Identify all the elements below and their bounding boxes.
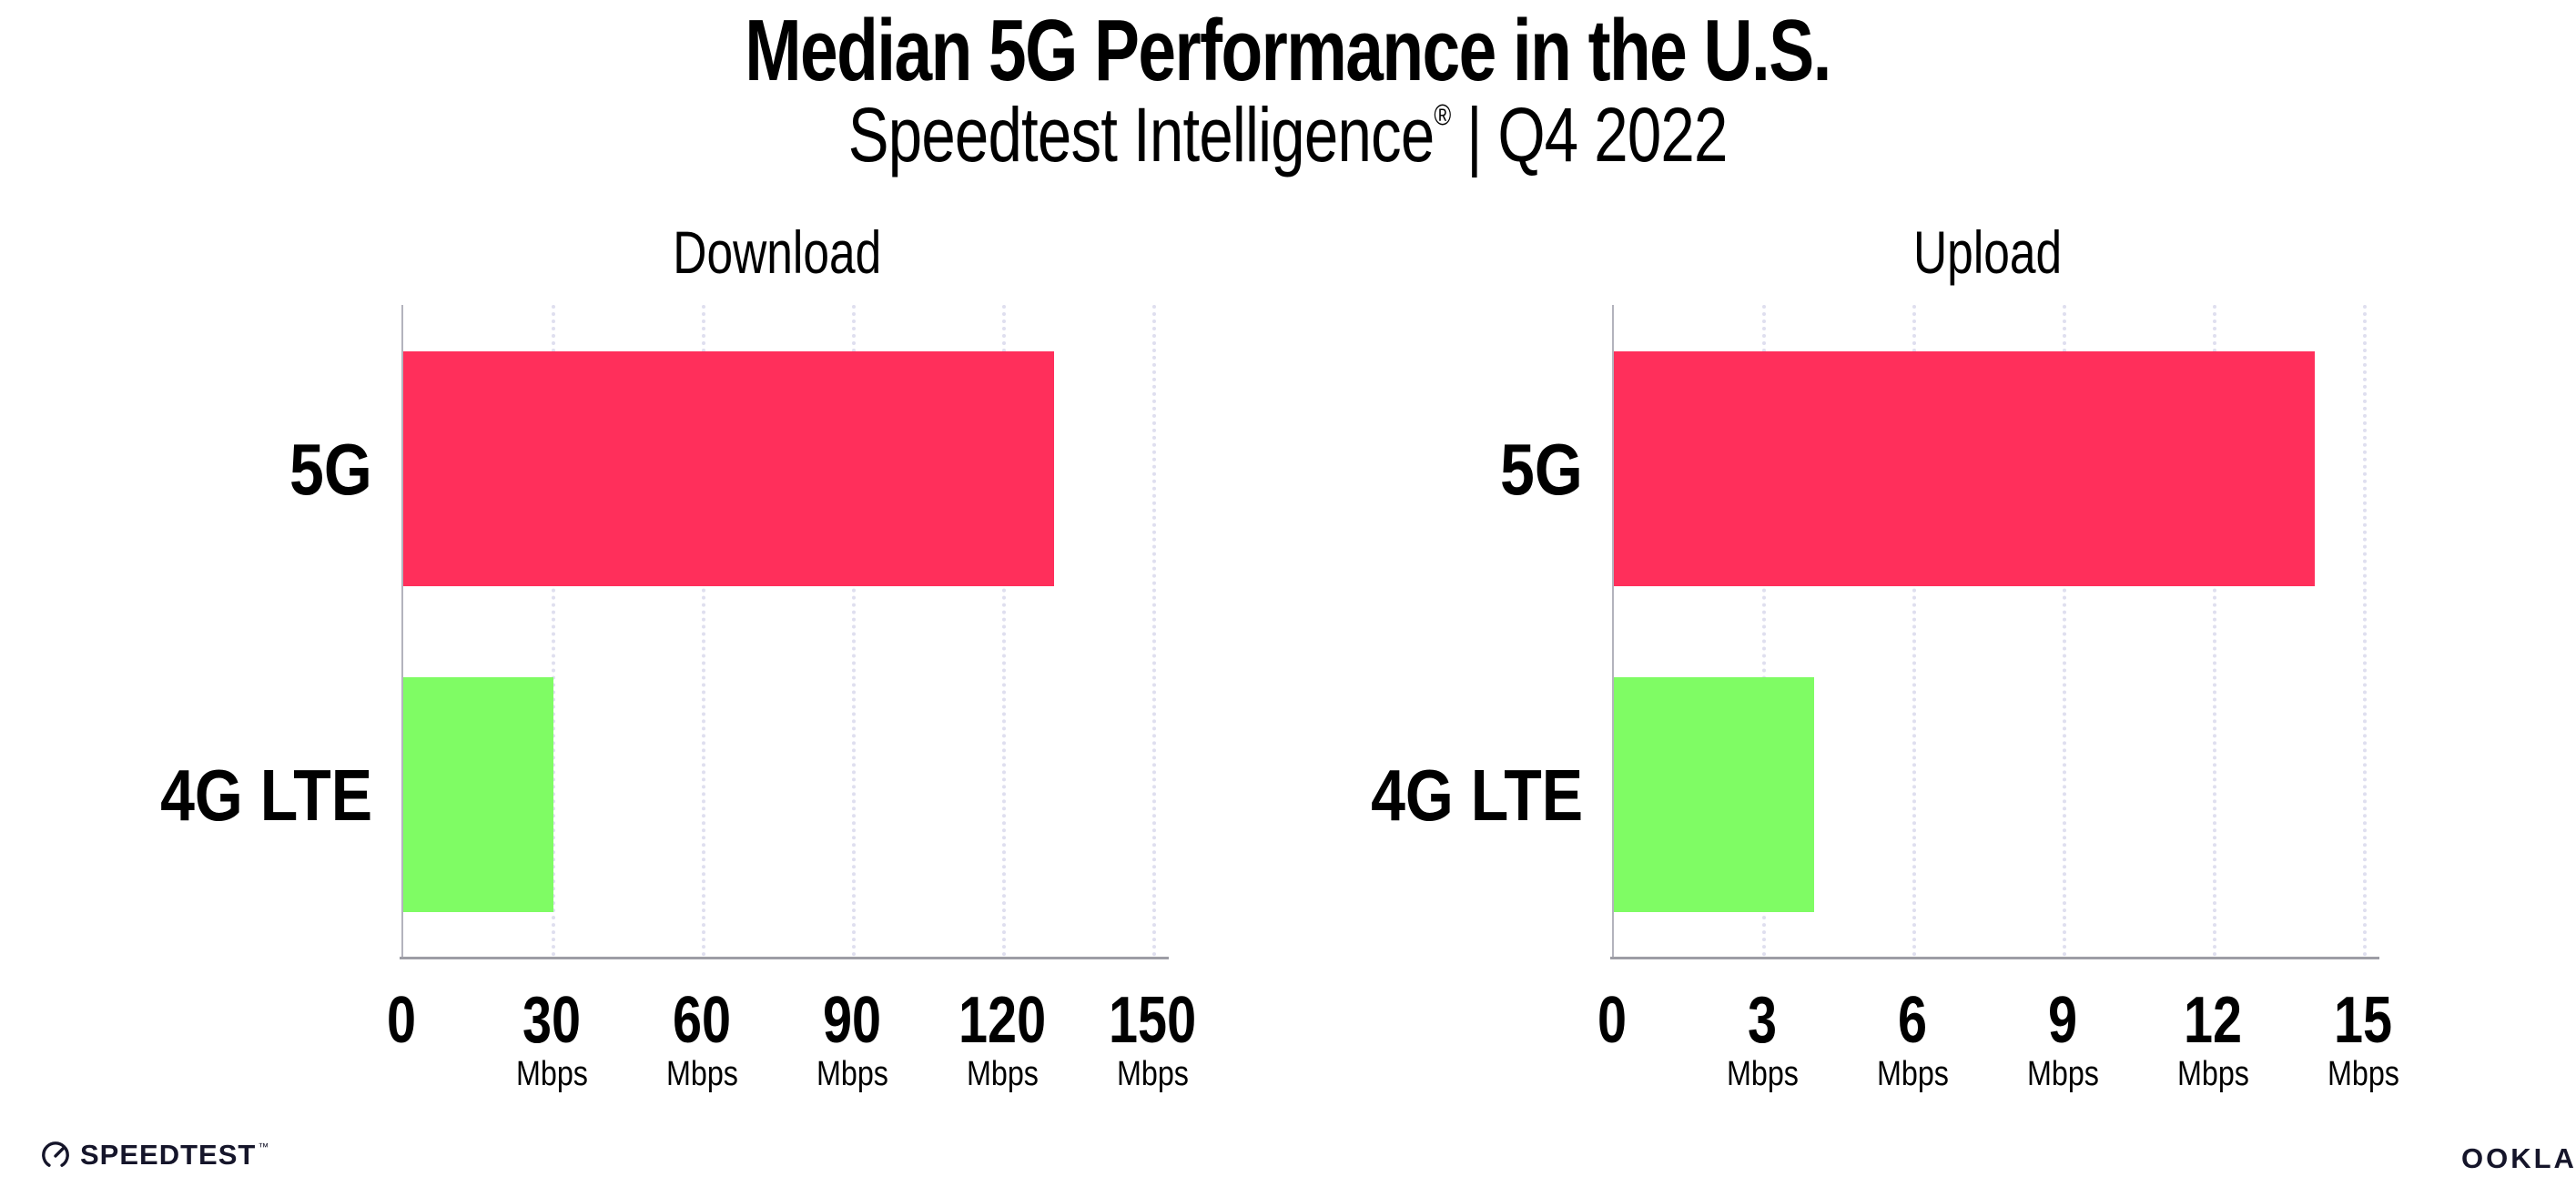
upload-plot-area: [1612, 305, 2367, 957]
gridline: [702, 305, 705, 957]
gridline: [2213, 305, 2216, 957]
x-tick-unit: Mbps: [1116, 1055, 1189, 1093]
x-tick-120: 120 Mbps: [866, 988, 1139, 1093]
x-tick-value: 90: [822, 984, 882, 1057]
x-tick-value: 15: [2333, 984, 2393, 1057]
speedtest-gauge-icon: [42, 1141, 69, 1169]
x-tick-0: 0: [265, 988, 538, 1053]
download-5g-bar: [403, 351, 1054, 586]
x-tick-value: 60: [672, 984, 732, 1057]
x-tick-value: 30: [522, 984, 582, 1057]
x-tick-60: 60 Mbps: [565, 988, 838, 1093]
category-label-5g: 5G: [289, 429, 372, 510]
download-x-axis-ticks: 0 30 Mbps 60 Mbps 90 Mbps 120 Mbps 150 Mbps: [387, 988, 1196, 1124]
x-tick-unit: Mbps: [816, 1055, 888, 1093]
upload-4g-lte-bar: [1614, 677, 1814, 912]
x-tick-0: 0: [1476, 988, 1749, 1053]
x-tick-15: 15 Mbps: [2226, 988, 2500, 1093]
trademark-mark: ™: [258, 1141, 269, 1153]
gridline: [1152, 305, 1156, 957]
page-title: Median 5G Performance in the U.S.: [745, 2, 1832, 99]
gridline: [1912, 305, 1916, 957]
download-x-axis-line: [400, 957, 1169, 959]
gridline: [552, 305, 555, 957]
x-tick-unit: Mbps: [2176, 1055, 2249, 1093]
speedtest-logo: SPEEDTEST ™: [40, 1140, 269, 1171]
x-tick-30: 30 Mbps: [415, 988, 688, 1093]
category-label-5g: 5G: [1500, 429, 1583, 510]
x-tick-unit: Mbps: [2026, 1055, 2099, 1093]
x-tick-9: 9 Mbps: [1926, 988, 2199, 1093]
x-tick-value: 6: [1897, 984, 1928, 1057]
page-subtitle: Speedtest Intelligence® | Q4 2022: [0, 95, 2576, 175]
ookla-logo: OOKLA®: [2461, 1143, 2576, 1181]
x-tick-value: 9: [2047, 984, 2078, 1057]
category-label-4g-lte: 4G LTE: [160, 755, 372, 836]
download-gridlines: [403, 305, 1156, 957]
x-tick-value: 12: [2183, 984, 2243, 1057]
gridline: [1762, 305, 1766, 957]
speedtest-wordmark: SPEEDTEST: [80, 1139, 257, 1171]
x-tick-3: 3 Mbps: [1626, 988, 1899, 1093]
upload-gridlines: [1614, 305, 2367, 957]
x-tick-unit: Mbps: [1876, 1055, 1949, 1093]
upload-x-axis-ticks: 0 3 Mbps 6 Mbps 9 Mbps 12 Mbps 15 Mbps: [1597, 988, 2399, 1124]
x-tick-unit: Mbps: [2327, 1055, 2399, 1093]
x-tick-unit: Mbps: [665, 1055, 738, 1093]
x-tick-value: 150: [1108, 984, 1197, 1057]
x-tick-value: 0: [1597, 984, 1628, 1057]
gridline: [2063, 305, 2066, 957]
x-tick-150: 150 Mbps: [1016, 988, 1289, 1093]
upload-5g-bar: [1614, 351, 2315, 586]
subtitle-period: Q4 2022: [1497, 92, 1729, 178]
gridline: [852, 305, 856, 957]
x-tick-value: 0: [386, 984, 417, 1057]
upload-chart-title: Upload: [1912, 218, 2063, 286]
ookla-wordmark: OOKLA: [2461, 1142, 2576, 1174]
x-tick-90: 90 Mbps: [715, 988, 989, 1093]
x-tick-unit: Mbps: [1726, 1055, 1799, 1093]
category-label-4g-lte: 4G LTE: [1371, 755, 1583, 836]
download-chart-title: Download: [673, 218, 881, 286]
subtitle-product: Speedtest Intelligence: [848, 92, 1435, 178]
subtitle-divider: |: [1466, 92, 1483, 178]
x-tick-12: 12 Mbps: [2076, 988, 2349, 1093]
x-tick-unit: Mbps: [515, 1055, 588, 1093]
upload-x-axis-line: [1610, 957, 2379, 959]
gridline: [2363, 305, 2367, 957]
download-4g-lte-bar: [403, 677, 553, 912]
x-tick-value: 120: [958, 984, 1047, 1057]
registered-mark: ®: [1434, 98, 1452, 131]
x-tick-unit: Mbps: [966, 1055, 1039, 1093]
gridline: [1002, 305, 1006, 957]
x-tick-value: 3: [1747, 984, 1778, 1057]
x-tick-6: 6 Mbps: [1776, 988, 2049, 1093]
download-plot-area: [401, 305, 1156, 957]
